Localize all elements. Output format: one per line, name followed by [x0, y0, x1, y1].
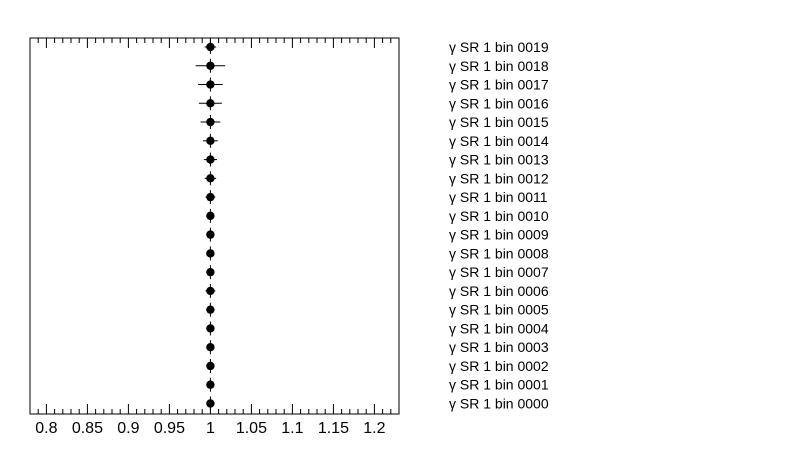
x-axis-ticks — [29, 38, 400, 414]
data-point — [206, 380, 215, 389]
data-point — [206, 286, 215, 296]
parameter-label: γ SR 1 bin 0006 — [449, 283, 549, 299]
parameter-label: γ SR 1 bin 0017 — [449, 77, 549, 93]
parameter-label: γ SR 1 bin 0008 — [449, 245, 549, 261]
parameter-label: γ SR 1 bin 0003 — [449, 339, 549, 355]
data-point — [206, 267, 215, 277]
parameter-label: γ SR 1 bin 0018 — [449, 58, 549, 74]
x-tick-label: 1.15 — [318, 420, 349, 437]
parameter-label: γ SR 1 bin 0019 — [449, 39, 549, 55]
data-point — [206, 99, 215, 108]
data-point — [206, 305, 215, 314]
parameter-label: γ SR 1 bin 0014 — [449, 133, 549, 149]
x-tick-label: 0.8 — [35, 420, 57, 437]
x-tick-label: 1.1 — [281, 420, 303, 437]
x-tick-label: 1.05 — [236, 420, 267, 437]
data-point — [206, 230, 215, 239]
parameter-label: γ SR 1 bin 0001 — [449, 377, 549, 393]
parameter-label: γ SR 1 bin 0004 — [449, 320, 549, 336]
data-point — [206, 361, 215, 371]
data-point — [206, 174, 215, 183]
x-tick-label: 0.95 — [154, 420, 185, 437]
parameter-label: γ SR 1 bin 0009 — [449, 227, 549, 243]
parameter-label: γ SR 1 bin 0000 — [449, 396, 549, 412]
data-point — [206, 211, 215, 221]
parameter-label: γ SR 1 bin 0002 — [449, 358, 549, 374]
data-point — [206, 343, 215, 352]
data-point — [206, 117, 215, 127]
data-point — [206, 155, 215, 164]
parameter-label: γ SR 1 bin 0015 — [449, 114, 549, 130]
data-point — [206, 61, 215, 70]
x-tick-label: 1 — [206, 420, 215, 437]
parameter-label: γ SR 1 bin 0016 — [449, 95, 549, 111]
data-point — [206, 42, 215, 52]
parameter-label: γ SR 1 bin 0005 — [449, 302, 549, 318]
data-point — [206, 249, 215, 258]
parameter-label: γ SR 1 bin 0007 — [449, 264, 549, 280]
parameter-labels: γ SR 1 bin 0019 γ SR 1 bin 0018 γ SR 1 bin… — [449, 39, 549, 412]
x-tick-label: 0.85 — [72, 420, 103, 437]
parameter-label: γ SR 1 bin 0010 — [449, 208, 549, 224]
plot-frame — [29, 37, 400, 415]
x-tick-label: 1.2 — [363, 420, 385, 437]
data-points — [195, 40, 226, 411]
data-point — [206, 80, 215, 89]
data-point — [206, 324, 215, 333]
data-point — [206, 136, 215, 146]
x-tick-label: 0.9 — [117, 420, 139, 437]
parameter-label: γ SR 1 bin 0013 — [449, 152, 549, 168]
parameter-label: γ SR 1 bin 0011 — [449, 189, 548, 205]
data-point — [206, 192, 215, 202]
data-point — [206, 399, 215, 408]
x-axis-tick-labels: 0.8 0.85 0.9 0.95 1 1.05 1.1 1.15 1.2 — [35, 420, 385, 437]
parameter-label: γ SR 1 bin 0012 — [449, 170, 549, 186]
